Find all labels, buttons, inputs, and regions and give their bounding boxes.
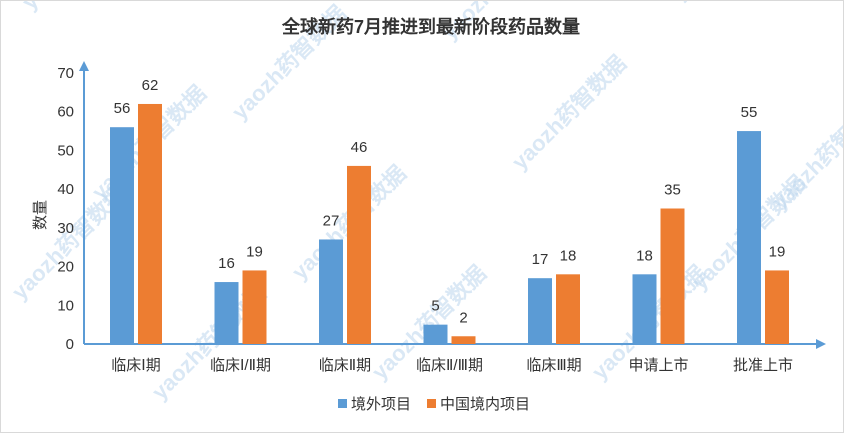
data-label: 35 <box>664 182 681 199</box>
bar-china-2 <box>347 165 371 344</box>
x-tick-label: 临床Ⅰ期 <box>111 357 160 374</box>
chart-title: 全球新药7月推进到最新阶段药品数量 <box>281 16 580 37</box>
bar-china-6 <box>765 270 789 344</box>
bar-overseas-2 <box>319 239 343 344</box>
data-label: 19 <box>769 243 786 260</box>
legend-swatch-1 <box>427 399 436 408</box>
data-label: 18 <box>560 247 577 264</box>
data-label: 56 <box>114 100 131 117</box>
bar-china-3 <box>451 336 476 344</box>
x-tick-label: 临床Ⅲ期 <box>526 357 581 374</box>
y-axis-label: 数量 <box>32 200 49 230</box>
data-label: 27 <box>323 212 340 229</box>
data-label: 18 <box>636 247 653 264</box>
y-tick-label: 10 <box>57 297 74 314</box>
watermark-text-0: yaozh药智数据 <box>17 1 141 15</box>
data-label: 62 <box>142 77 159 94</box>
x-tick-label: 批准上市 <box>733 357 793 374</box>
data-label: 55 <box>741 104 758 121</box>
y-tick-label: 60 <box>57 104 74 121</box>
y-tick-label: 0 <box>66 336 74 353</box>
watermark-text-3: yaozh药智数据 <box>667 1 791 5</box>
x-axis: 临床Ⅰ期 临床Ⅰ/Ⅱ期 临床Ⅱ期 临床Ⅱ/Ⅲ期 临床Ⅲ期 申请上市 批准上市 <box>84 339 826 374</box>
data-label: 2 <box>459 309 467 326</box>
bar-overseas-5 <box>632 274 657 344</box>
bar-overseas-0 <box>110 127 134 344</box>
bar-china-5 <box>660 208 685 344</box>
bar-overseas-1 <box>214 282 239 344</box>
bars-group <box>110 103 789 344</box>
y-axis: 0 10 20 30 40 50 60 70 <box>57 61 89 353</box>
bar-china-4 <box>556 274 580 344</box>
data-label: 46 <box>351 139 368 156</box>
bar-china-0 <box>138 103 162 344</box>
y-axis-arrow <box>79 61 89 71</box>
bar-china-1 <box>242 270 267 344</box>
bar-overseas-4 <box>528 278 552 344</box>
x-tick-label: 临床Ⅱ期 <box>319 357 371 374</box>
legend-label-1: 中国境内项目 <box>440 395 530 413</box>
bar-overseas-6 <box>737 131 761 344</box>
x-tick-label: 临床Ⅱ/Ⅲ期 <box>416 357 483 374</box>
data-labels-group: 56 62 16 19 27 46 5 2 17 18 18 35 55 19 <box>114 77 786 326</box>
data-label: 17 <box>532 251 549 268</box>
data-label: 5 <box>431 298 439 315</box>
legend-swatch-0 <box>338 399 347 408</box>
bar-overseas-3 <box>423 324 448 344</box>
y-tick-label: 50 <box>57 142 74 159</box>
x-tick-label: 申请上市 <box>628 357 688 374</box>
legend: 境外项目 中国境内项目 <box>338 395 530 413</box>
y-tick-label: 30 <box>57 220 74 237</box>
x-tick-label: 临床Ⅰ/Ⅱ期 <box>210 357 271 374</box>
x-axis-arrow <box>816 339 826 349</box>
data-label: 19 <box>246 243 263 260</box>
data-label: 16 <box>218 255 235 272</box>
watermark-text-6: yaozh药智数据 <box>507 51 631 175</box>
y-tick-label: 20 <box>57 259 74 276</box>
legend-label-0: 境外项目 <box>351 395 411 413</box>
y-tick-label: 70 <box>57 65 74 82</box>
y-tick-label: 40 <box>57 181 74 198</box>
